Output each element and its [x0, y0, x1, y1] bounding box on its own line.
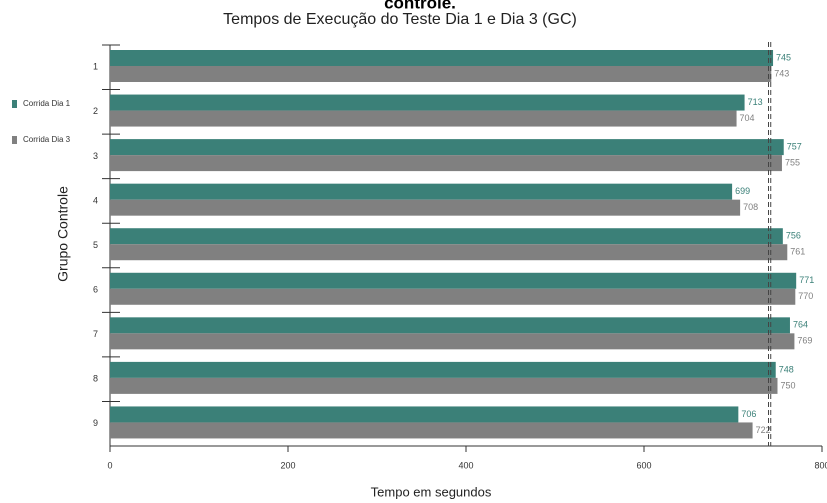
x-tick-label: 400: [458, 460, 473, 470]
bar: [110, 406, 739, 423]
y-tick-label: 4: [93, 195, 98, 205]
value-label: 708: [743, 202, 758, 212]
legend-label: Corrida Dia 1: [23, 99, 71, 108]
bar: [110, 228, 783, 245]
bar: [110, 50, 774, 66]
value-label: 761: [790, 247, 805, 257]
bar: [110, 333, 795, 350]
bar: [110, 110, 737, 127]
bar: [110, 288, 796, 305]
legend-swatch: [12, 136, 17, 144]
bar: [110, 183, 733, 200]
value-label: 756: [786, 231, 801, 241]
value-label: 704: [740, 113, 755, 123]
y-tick-label: 6: [93, 284, 98, 294]
bar: [110, 317, 790, 334]
y-tick-label: 3: [93, 151, 98, 161]
value-label: 769: [797, 336, 812, 346]
legend-label: Corrida Dia 3: [23, 135, 71, 144]
value-label: 750: [781, 380, 796, 390]
value-label: 771: [799, 275, 814, 285]
x-tick-label: 0: [107, 460, 112, 470]
x-tick-label: 200: [280, 460, 295, 470]
value-label: 770: [798, 291, 813, 301]
bar: [110, 361, 776, 378]
x-tick-label: 800: [814, 460, 827, 470]
value-label: 706: [741, 409, 756, 419]
caption-fragment: controle.: [384, 0, 456, 12]
bar: [110, 244, 788, 261]
chart-title: Tempos de Execução do Teste Dia 1 e Dia …: [223, 11, 577, 28]
y-tick-label: 8: [93, 374, 98, 384]
y-axis-title: Grupo Controle: [55, 186, 71, 282]
value-label: 699: [735, 186, 750, 196]
bar: [110, 272, 797, 289]
bar: [110, 66, 772, 82]
bar: [110, 139, 784, 156]
y-tick-label: 9: [93, 418, 98, 428]
value-label: 713: [748, 97, 763, 107]
legend-swatch: [12, 100, 17, 108]
x-tick-label: 600: [636, 460, 651, 470]
y-tick-label: 7: [93, 329, 98, 339]
value-label: 743: [774, 68, 789, 78]
bar: [110, 155, 782, 172]
value-label: 757: [787, 141, 802, 151]
bar: [110, 94, 745, 111]
y-tick-label: 5: [93, 240, 98, 250]
value-label: 748: [779, 364, 794, 374]
bar: [110, 199, 741, 216]
x-axis-title: Tempo em segundos: [371, 484, 492, 499]
y-tick-label: 1: [93, 62, 98, 72]
bar: [110, 377, 778, 394]
value-label: 755: [785, 157, 800, 167]
bar: [110, 422, 753, 439]
value-label: 745: [776, 52, 791, 62]
y-tick-label: 2: [93, 106, 98, 116]
value-label: 722: [756, 425, 771, 435]
value-label: 764: [793, 320, 808, 330]
